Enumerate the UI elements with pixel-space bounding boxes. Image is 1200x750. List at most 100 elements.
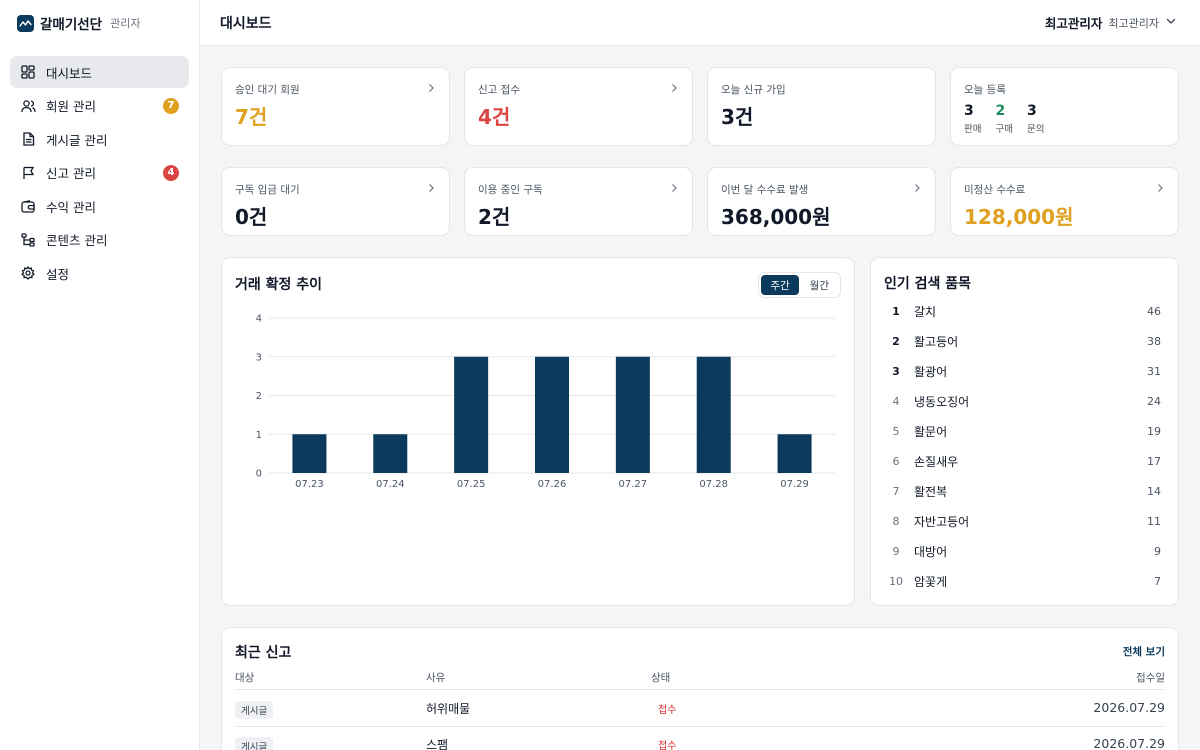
popular-list: 1 갈치 46 2 활고등어 38 3 활광어 31 4 냉동오징어 24 5 활문어 19 6 손질새우 17 7… (884, 296, 1165, 596)
stat-value: 2건 (478, 205, 511, 229)
search-count: 11 (1147, 514, 1161, 528)
pending-members-card[interactable]: 승인 대기 회원 7건 (221, 67, 450, 146)
target-tag: 게시글 (235, 701, 274, 719)
view-all-link[interactable]: 전체 보기 (1122, 646, 1165, 658)
search-count: 38 (1147, 334, 1161, 348)
user-role: 최고관리자 (1108, 16, 1159, 30)
reg-label: 구매 (995, 124, 1013, 135)
brand-name: 갈매기선단 (40, 17, 103, 33)
x-tick-label: 07.23 (295, 479, 324, 490)
stat-label: 구독 입금 대기 (235, 184, 300, 196)
bar[interactable] (373, 434, 408, 473)
monthly-fee-card[interactable]: 이번 달 수수료 발생 368,000원 (707, 167, 936, 236)
chevron-down-icon (1165, 15, 1177, 31)
column-header: 접수일 (1136, 672, 1165, 684)
y-tick-label: 1 (256, 430, 262, 441)
tab-weekly[interactable]: 주간 (761, 275, 799, 295)
popular-item[interactable]: 6 손질새우 17 (884, 446, 1165, 476)
x-tick-label: 07.29 (780, 479, 809, 490)
wallet-icon (20, 198, 36, 214)
popular-title: 인기 검색 품목 (884, 276, 972, 292)
sidebar-item-label: 수익 관리 (46, 199, 96, 215)
brand[interactable]: 갈매기선단 관리자 (0, 0, 199, 46)
search-count: 14 (1147, 484, 1161, 498)
wave-logo-icon (17, 14, 34, 32)
popular-item[interactable]: 9 대방어 9 (884, 536, 1165, 566)
date-cell: 2026.07.29 (1093, 700, 1165, 715)
tab-monthly[interactable]: 월간 (809, 279, 829, 292)
reg-inquiry: 3 문의 (1027, 103, 1044, 135)
stat-label: 미정산 수수료 (964, 184, 1026, 196)
table-row[interactable]: 게시글 허위매물 접수 2026.07.29 (235, 691, 1165, 727)
top-header: 대시보드 최고관리자 최고관리자 (200, 0, 1200, 46)
sidebar-item-settings[interactable]: 설정 (10, 257, 189, 289)
stat-value: 368,000원 (721, 205, 831, 229)
popular-item[interactable]: 1 갈치 46 (884, 296, 1165, 326)
stat-label: 오늘 등록 (964, 84, 1006, 96)
item-name: 대방어 (914, 544, 948, 559)
sidebar-item-reports[interactable]: 신고 관리 4 (10, 157, 189, 189)
popular-item[interactable]: 4 냉동오징어 24 (884, 386, 1165, 416)
item-name: 갈치 (914, 304, 937, 319)
reg-label: 문의 (1026, 124, 1045, 135)
bar[interactable] (454, 356, 489, 473)
sidebar-nav: 대시보드 회원 관리 7 게시글 관리 신고 관리 4 수익 관 (0, 46, 199, 289)
stat-label: 신고 접수 (478, 84, 520, 96)
period-toggle: 주간 월간 (758, 272, 841, 298)
bar[interactable] (615, 356, 650, 473)
search-count: 19 (1147, 424, 1161, 438)
column-header: 사유 (426, 672, 446, 684)
today-registrations-card: 오늘 등록 3 판매 2 구매 3 문의 (950, 67, 1179, 146)
dashboard-icon (20, 64, 36, 80)
bar[interactable] (696, 356, 731, 473)
chevron-right-icon (672, 84, 677, 92)
sidebar-item-label: 신고 관리 (46, 166, 96, 181)
subscription-pending-card[interactable]: 구독 입금 대기 0건 (221, 167, 450, 236)
search-count: 24 (1147, 394, 1161, 408)
popular-item[interactable]: 3 활광어 31 (884, 356, 1165, 386)
bar[interactable] (535, 356, 569, 473)
sidebar-item-content[interactable]: 콘텐츠 관리 (10, 224, 189, 256)
table-row[interactable]: 게시글 스팸 접수 2026.07.29 (235, 727, 1165, 750)
popular-item[interactable]: 7 활전복 14 (884, 476, 1165, 506)
bar-chart: 0 1 2 3 4 07.23 07.24 07.25 07.26 07.27 07.28 07.29 (256, 314, 835, 490)
item-name: 활전복 (914, 484, 948, 499)
sidebar-item-label: 설정 (46, 266, 70, 282)
popular-item[interactable]: 5 활문어 19 (884, 416, 1165, 446)
stat-label: 오늘 신규 가입 (721, 84, 786, 96)
trade-trend-card: 거래 확정 추이 주간 월간 0 1 2 3 4 07.23 07.24 07.25 07.26… (221, 257, 855, 606)
stat-value: 7건 (235, 105, 268, 129)
table-header: 대상 사유 상태 접수일 (235, 668, 1165, 690)
sidebar-item-dashboard[interactable]: 대시보드 (10, 56, 189, 88)
rank-number: 1 (892, 304, 900, 318)
flag-icon (20, 165, 36, 181)
popular-item[interactable]: 2 활고등어 38 (884, 326, 1165, 356)
item-name: 활광어 (914, 364, 948, 379)
y-tick-label: 4 (256, 314, 262, 325)
sidebar-item-label: 대시보드 (46, 65, 93, 81)
unpaid-fee-card[interactable]: 미정산 수수료 128,000원 (950, 167, 1179, 236)
bar[interactable] (292, 434, 327, 473)
stat-label: 승인 대기 회원 (235, 84, 300, 96)
rank-number: 5 (892, 424, 900, 438)
reports-card[interactable]: 신고 접수 4건 (464, 67, 693, 146)
registration-breakdown: 3 판매 2 구매 3 문의 (964, 103, 1165, 135)
chevron-right-icon (672, 184, 677, 192)
reg-sell: 3 판매 (964, 103, 981, 135)
popular-item[interactable]: 10 암꽃게 7 (884, 566, 1165, 596)
rank-number: 6 (892, 454, 900, 468)
user-menu[interactable]: 최고관리자 최고관리자 (1045, 13, 1177, 32)
sidebar: 갈매기선단 관리자 대시보드 회원 관리 7 게시글 관리 신고 (0, 0, 200, 750)
sidebar-item-revenue[interactable]: 수익 관리 (10, 190, 189, 222)
tree-icon (20, 232, 36, 248)
document-icon (20, 131, 36, 147)
bar[interactable] (777, 434, 812, 473)
user-name: 최고관리자 (1044, 16, 1103, 31)
popular-search-card: 인기 검색 품목 1 갈치 46 2 활고등어 38 3 활광어 31 4 냉동오징어 24 5 활문어 1… (870, 257, 1179, 606)
x-tick-label: 07.27 (619, 479, 648, 490)
recent-reports-card: 최근 신고 전체 보기 대상 사유 상태 접수일 게시글 허위매물 접수 202… (221, 627, 1179, 750)
subscription-active-card[interactable]: 이용 중인 구독 2건 (464, 167, 693, 236)
popular-item[interactable]: 8 자반고등어 11 (884, 506, 1165, 536)
sidebar-item-members[interactable]: 회원 관리 7 (10, 90, 189, 122)
sidebar-item-posts[interactable]: 게시글 관리 (10, 123, 189, 155)
